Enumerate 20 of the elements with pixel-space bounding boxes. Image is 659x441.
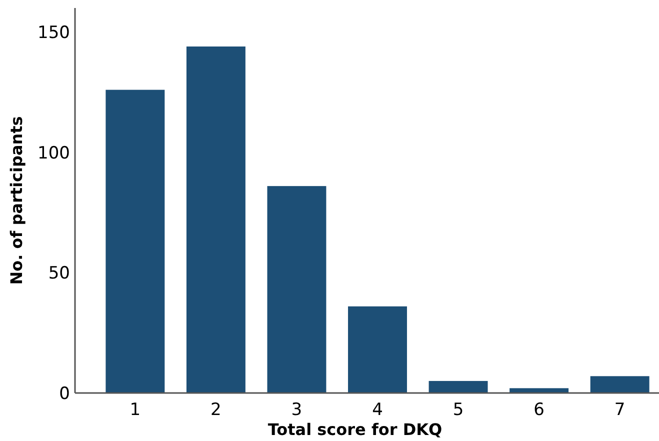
x-tick-label: 7	[614, 400, 626, 420]
bar	[590, 376, 650, 393]
x-tick-label: 4	[372, 400, 383, 420]
y-tick-label: 50	[48, 264, 70, 284]
bar	[510, 388, 569, 393]
bar	[106, 90, 165, 393]
x-tick-label: 2	[210, 400, 222, 420]
bar	[267, 186, 326, 393]
x-tick-label: 3	[291, 400, 302, 420]
x-tick-label: 1	[130, 400, 141, 420]
y-tick-label: 100	[38, 143, 70, 164]
x-tick-label: 5	[452, 400, 464, 420]
x-tick-label: 6	[534, 400, 544, 420]
y-tick-label: 150	[38, 23, 70, 44]
y-axis-title: No. of participants	[7, 116, 26, 285]
bar	[186, 46, 246, 393]
x-axis-title: Total score for DKQ	[268, 420, 442, 439]
y-tick-label: 0	[59, 384, 70, 404]
bar	[428, 380, 488, 393]
bar	[348, 306, 407, 393]
